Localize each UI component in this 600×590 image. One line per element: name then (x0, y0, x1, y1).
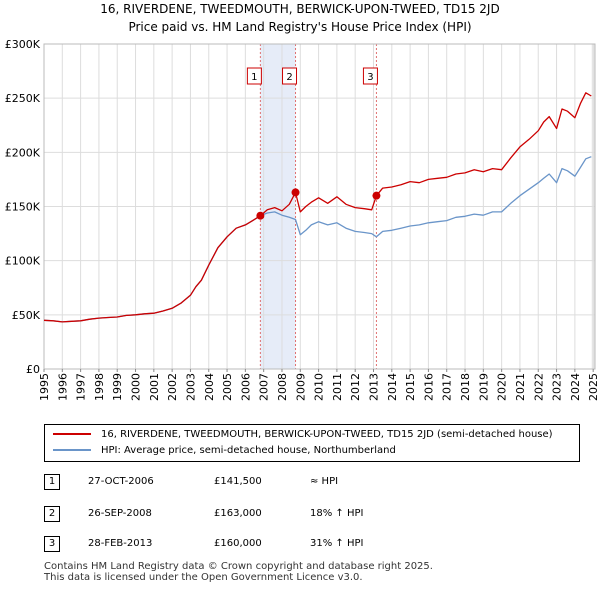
x-tick-label: 2019 (477, 373, 490, 401)
x-tick-label: 2004 (203, 373, 216, 401)
y-tick-label: £0 (26, 363, 40, 376)
x-tick-label: 2017 (441, 373, 454, 401)
transaction-date: 28-FEB-2013 (88, 538, 153, 549)
sale-label-box (246, 67, 262, 85)
sale-point (372, 191, 381, 200)
x-tick-label: 2012 (349, 373, 362, 401)
y-tick-label: £250K (5, 92, 41, 105)
footer-copyright: Contains HM Land Registry data © Crown c… (44, 561, 433, 572)
x-tick-label: 1997 (75, 373, 88, 401)
transaction-number: 1 (44, 474, 60, 490)
chart-title: 16, RIVERDENE, TWEEDMOUTH, BERWICK-UPON-… (100, 2, 500, 16)
x-tick-label: 2000 (130, 373, 143, 401)
x-tick-label: 2008 (276, 373, 289, 401)
sale-label: 3 (367, 72, 373, 83)
transaction-hpi: 31% ↑ HPI (310, 538, 364, 549)
x-tick-label: 2014 (386, 373, 399, 401)
legend-swatch-hpi (53, 449, 91, 451)
legend-label-hpi: HPI: Average price, semi-detached house,… (101, 445, 396, 456)
legend: 16, RIVERDENE, TWEEDMOUTH, BERWICK-UPON-… (44, 424, 580, 462)
x-tick-label: 2002 (166, 373, 179, 401)
x-tick-label: 1996 (56, 373, 69, 401)
x-tick-label: 2021 (514, 373, 527, 401)
x-tick-label: 2005 (221, 373, 234, 401)
x-tick-label: 2015 (404, 373, 417, 401)
x-tick-label: 2006 (239, 373, 252, 401)
chart-subtitle: Price paid vs. HM Land Registry's House … (128, 20, 472, 34)
sale-point (291, 188, 300, 197)
plot-border (43, 43, 596, 370)
x-tick-label: 2011 (331, 373, 344, 401)
transaction-price: £163,000 (214, 508, 262, 519)
transaction-number: 3 (44, 536, 60, 552)
x-tick-label: 2018 (459, 373, 472, 401)
y-tick-label: £100K (5, 255, 41, 268)
legend-item-hpi: HPI: Average price, semi-detached house,… (53, 445, 396, 461)
series-line-property (43, 92, 592, 323)
transaction-price: £160,000 (214, 538, 262, 549)
y-tick-label: £200K (5, 146, 41, 159)
x-tick-label: 2022 (532, 373, 545, 401)
x-tick-label: 1995 (38, 373, 51, 401)
x-tick-label: 2001 (148, 373, 161, 401)
sale-label-box (282, 67, 298, 85)
legend-item-property: 16, RIVERDENE, TWEEDMOUTH, BERWICK-UPON-… (53, 429, 553, 445)
x-tick-label: 2003 (184, 373, 197, 401)
transaction-price: £141,500 (214, 476, 262, 487)
x-tick-label: 2025 (587, 373, 600, 401)
x-tick-label: 2010 (313, 373, 326, 401)
x-tick-label: 2013 (368, 373, 381, 401)
transaction-number: 2 (44, 506, 60, 522)
x-tick-label: 2016 (422, 373, 435, 401)
sale-label: 1 (251, 72, 257, 83)
price-chart: £0 £50K £100K £150K £200K £250K £300K 1995 1996 1… (5, 38, 600, 401)
sale-label-box (362, 67, 378, 85)
x-tick-label: 2023 (551, 373, 564, 401)
x-tick-label: 2020 (496, 373, 509, 401)
transaction-date: 27-OCT-2006 (88, 476, 154, 487)
sale-point (256, 211, 265, 220)
legend-swatch-property (53, 433, 91, 435)
sale-label: 2 (286, 72, 292, 83)
transaction-row: 2 26-SEP-2008 £163,000 18% ↑ HPI (44, 506, 600, 524)
y-tick-label: £300K (5, 38, 41, 51)
transaction-row: 3 28-FEB-2013 £160,000 31% ↑ HPI (44, 536, 600, 554)
x-tick-label: 1998 (93, 373, 106, 401)
y-tick-label: £50K (12, 309, 41, 322)
legend-label-property: 16, RIVERDENE, TWEEDMOUTH, BERWICK-UPON-… (101, 429, 553, 440)
x-tick-label: 1999 (111, 373, 124, 401)
footer-license: This data is licensed under the Open Gov… (44, 572, 363, 583)
transaction-hpi: ≈ HPI (310, 476, 339, 487)
x-tick-label: 2024 (569, 373, 582, 401)
transaction-row: 1 27-OCT-2006 £141,500 ≈ HPI (44, 474, 600, 492)
transaction-date: 26-SEP-2008 (88, 508, 152, 519)
transaction-hpi: 18% ↑ HPI (310, 508, 364, 519)
x-tick-label: 2009 (294, 373, 307, 401)
y-tick-label: £150K (5, 201, 41, 214)
x-tick-label: 2007 (258, 373, 271, 401)
